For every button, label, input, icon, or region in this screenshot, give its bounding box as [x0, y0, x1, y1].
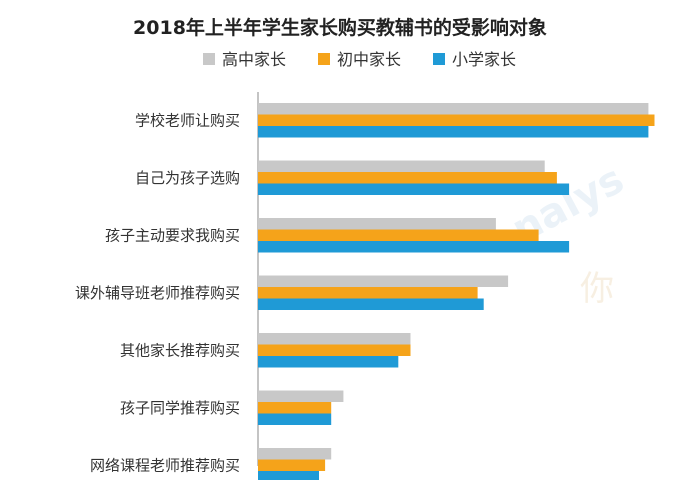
bar: [258, 459, 326, 471]
bar: [258, 344, 411, 356]
bar: [258, 126, 649, 138]
legend-label-0: 高中家长: [222, 50, 286, 69]
bars: [258, 103, 655, 480]
watermark-glyph: 你: [580, 269, 614, 309]
legend-item-2: 小学家长: [433, 50, 516, 69]
legend: 高中家长 初中家长 小学家长: [203, 50, 516, 69]
category-label: 孩子主动要求我购买: [105, 226, 240, 244]
legend-swatch-2: [433, 53, 445, 65]
bar: [258, 183, 570, 195]
bar: [258, 241, 570, 253]
bar: [258, 275, 509, 287]
bar: [258, 356, 399, 368]
legend-swatch-1: [318, 53, 330, 65]
category-label: 网络课程老师推荐购买: [90, 456, 240, 474]
bar: [258, 103, 649, 115]
category-label: 课外辅导班老师推荐购买: [75, 284, 240, 302]
bar: [258, 298, 484, 310]
bar: [258, 413, 332, 425]
chart-title: 2018年上半年学生家长购买教辅书的受影响对象: [133, 16, 547, 39]
bar: [258, 390, 344, 402]
category-label: 自己为孩子选购: [135, 169, 240, 187]
legend-item-0: 高中家长: [203, 50, 286, 69]
category-labels: 学校老师让购买自己为孩子选购孩子主动要求我购买课外辅导班老师推荐购买其他家长推荐…: [75, 111, 240, 474]
bar: [258, 287, 478, 299]
bar: [258, 402, 332, 414]
bar: [258, 218, 496, 230]
bar: [258, 471, 319, 480]
category-label: 孩子同学推荐购买: [120, 399, 240, 417]
legend-swatch-0: [203, 53, 215, 65]
category-label: 其他家长推荐购买: [120, 341, 240, 359]
bar: [258, 172, 557, 184]
bar: [258, 114, 655, 126]
legend-label-1: 初中家长: [337, 50, 401, 69]
category-label: 学校老师让购买: [135, 111, 240, 129]
bar: [258, 448, 332, 460]
legend-item-1: 初中家长: [318, 50, 401, 69]
bar: [258, 160, 545, 172]
bar: [258, 229, 539, 241]
legend-label-2: 小学家长: [452, 50, 516, 69]
bar: [258, 333, 411, 345]
